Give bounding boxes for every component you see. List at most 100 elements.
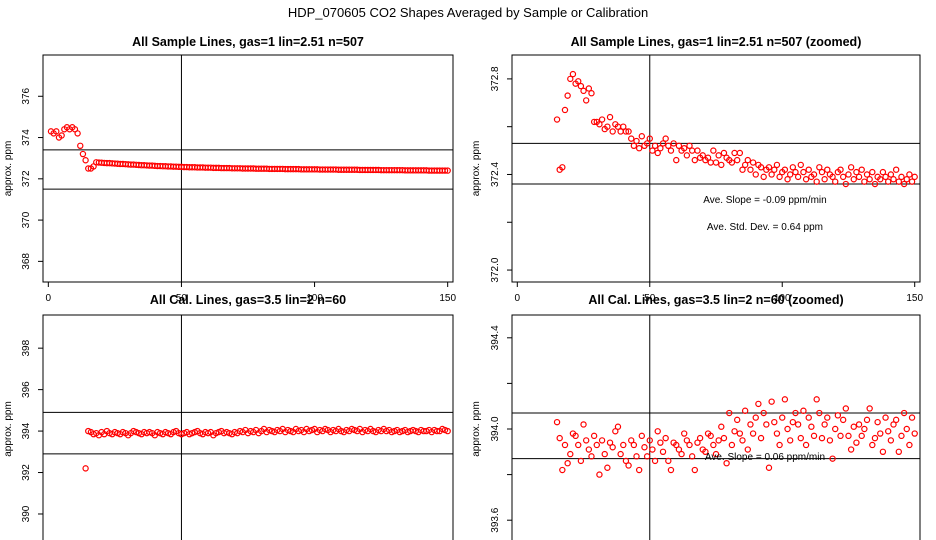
data-point <box>829 455 836 462</box>
data-point <box>908 178 916 185</box>
data-point <box>620 123 627 130</box>
data-point <box>776 173 783 181</box>
data-point <box>646 135 653 142</box>
data-point <box>879 168 887 176</box>
data-point <box>673 441 680 449</box>
data-point <box>892 416 900 424</box>
data-point <box>797 161 804 169</box>
data-point <box>630 142 638 150</box>
data-point <box>773 430 781 437</box>
data-point <box>707 159 714 166</box>
data-point <box>760 173 767 181</box>
data-point <box>842 405 850 412</box>
data-point <box>813 396 820 403</box>
data-point <box>553 116 561 123</box>
data-point <box>895 448 903 455</box>
data-point <box>781 396 789 403</box>
x-tick-label: 150 <box>439 293 456 304</box>
data-point <box>707 432 714 440</box>
x-tick-label: 50 <box>176 293 188 304</box>
data-point <box>866 405 873 412</box>
data-point <box>567 450 574 458</box>
data-point <box>779 414 786 421</box>
data-point <box>839 173 847 181</box>
data-point <box>561 441 569 449</box>
data-point <box>733 416 741 424</box>
data-point <box>567 75 574 83</box>
data-point <box>651 142 659 150</box>
data-point <box>800 168 807 176</box>
chart-annotation: Ave. Std. Dev. = 0.64 ppm <box>707 222 823 233</box>
data-point <box>702 448 709 455</box>
data-point <box>736 149 744 157</box>
chart-annotation: Ave. Slope = 0.06 ppm/min <box>705 452 825 463</box>
data-point <box>821 176 828 183</box>
data-point <box>911 173 918 181</box>
data-point <box>553 418 561 426</box>
y-axis-label: approx. ppm <box>3 141 14 197</box>
data-point <box>691 156 699 164</box>
data-point <box>776 441 783 449</box>
data-point <box>675 446 683 453</box>
data-point <box>628 437 635 444</box>
data-point <box>633 453 640 460</box>
data-point <box>635 144 643 152</box>
data-point <box>681 430 688 437</box>
data-point <box>853 168 860 176</box>
data-point <box>617 450 624 458</box>
data-point <box>824 166 831 173</box>
data-point <box>564 459 571 467</box>
data-point <box>739 437 746 444</box>
x-tick-label: 0 <box>515 293 521 304</box>
y-tick-label: 372.8 <box>490 66 501 91</box>
data-point <box>802 441 810 449</box>
data-point <box>861 425 868 433</box>
data-point <box>577 457 585 465</box>
data-point <box>715 152 722 159</box>
data-point <box>863 171 871 178</box>
data-point <box>771 418 778 426</box>
data-point <box>580 421 587 428</box>
data-point <box>847 446 855 453</box>
data-point <box>58 132 65 139</box>
data-point <box>768 171 775 178</box>
data-point <box>646 437 653 444</box>
data-point <box>598 116 606 123</box>
data-point <box>887 437 895 444</box>
data-point <box>720 149 728 157</box>
data-point <box>696 434 704 442</box>
data-point <box>789 418 797 426</box>
page-title: HDP_070605 CO2 Shapes Averaged by Sample… <box>287 5 649 20</box>
data-point <box>869 441 876 449</box>
data-point <box>575 441 582 449</box>
data-point <box>903 176 910 183</box>
data-point <box>789 164 797 171</box>
data-point <box>808 423 815 430</box>
x-tick-label: 50 <box>644 293 656 304</box>
data-point <box>651 457 659 465</box>
data-point <box>665 457 672 465</box>
data-point <box>688 453 696 460</box>
data-point <box>749 159 757 166</box>
data-point <box>667 147 675 154</box>
data-point <box>620 441 627 449</box>
data-point <box>601 450 608 458</box>
data-point <box>710 147 717 154</box>
data-point <box>887 171 895 178</box>
data-point <box>792 409 799 417</box>
data-point <box>625 128 632 135</box>
y-axis-label: approx. ppm <box>471 141 482 197</box>
data-point <box>598 437 606 444</box>
data-point <box>818 168 826 176</box>
data-point <box>855 173 863 181</box>
data-point <box>614 423 622 430</box>
data-point <box>845 171 852 178</box>
data-point <box>824 414 831 421</box>
y-tick-label: 394 <box>21 422 32 439</box>
data-point <box>882 173 889 181</box>
data-point <box>556 434 563 442</box>
y-tick-label: 372 <box>21 170 32 187</box>
data-point <box>773 161 781 169</box>
data-point <box>861 178 868 185</box>
data-point <box>786 171 794 178</box>
